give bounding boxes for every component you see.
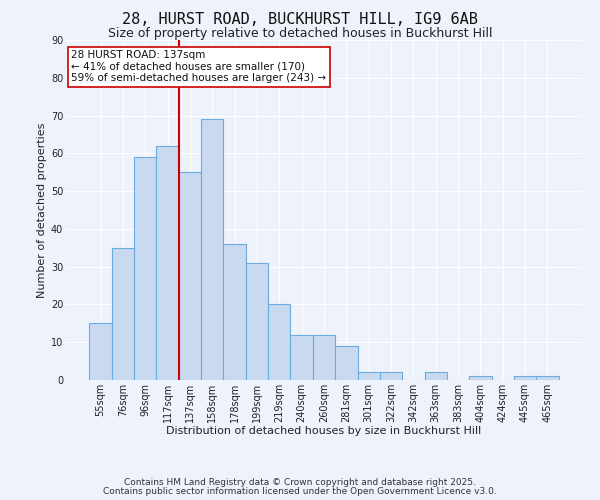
- Bar: [425, 372, 447, 380]
- Text: Size of property relative to detached houses in Buckhurst Hill: Size of property relative to detached ho…: [108, 28, 492, 40]
- Bar: [313, 334, 335, 380]
- Bar: [223, 244, 246, 380]
- Text: Contains public sector information licensed under the Open Government Licence v3: Contains public sector information licen…: [103, 487, 497, 496]
- Bar: [536, 376, 559, 380]
- Bar: [201, 120, 223, 380]
- Y-axis label: Number of detached properties: Number of detached properties: [37, 122, 47, 298]
- Bar: [89, 324, 112, 380]
- Bar: [514, 376, 536, 380]
- Bar: [268, 304, 290, 380]
- Bar: [290, 334, 313, 380]
- X-axis label: Distribution of detached houses by size in Buckhurst Hill: Distribution of detached houses by size …: [166, 426, 482, 436]
- Bar: [134, 157, 157, 380]
- Text: 28, HURST ROAD, BUCKHURST HILL, IG9 6AB: 28, HURST ROAD, BUCKHURST HILL, IG9 6AB: [122, 12, 478, 28]
- Text: Contains HM Land Registry data © Crown copyright and database right 2025.: Contains HM Land Registry data © Crown c…: [124, 478, 476, 487]
- Bar: [358, 372, 380, 380]
- Bar: [157, 146, 179, 380]
- Bar: [380, 372, 402, 380]
- Bar: [335, 346, 358, 380]
- Bar: [469, 376, 491, 380]
- Bar: [246, 263, 268, 380]
- Text: 28 HURST ROAD: 137sqm
← 41% of detached houses are smaller (170)
59% of semi-det: 28 HURST ROAD: 137sqm ← 41% of detached …: [71, 50, 326, 84]
- Bar: [112, 248, 134, 380]
- Bar: [179, 172, 201, 380]
